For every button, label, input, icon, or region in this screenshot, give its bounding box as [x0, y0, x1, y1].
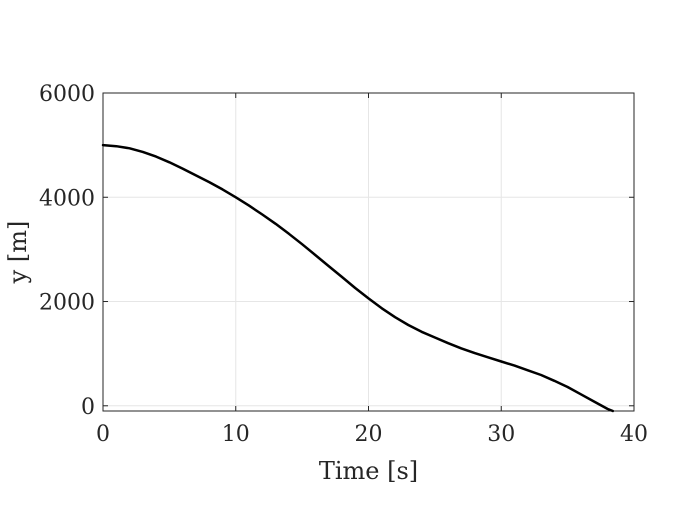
x-tick-label: 0 — [96, 422, 110, 447]
x-tick-label: 10 — [222, 422, 250, 447]
x-tick-label: 20 — [355, 422, 383, 447]
x-tick-label: 30 — [487, 422, 515, 447]
grid — [102, 92, 635, 411]
y-tick-label: 0 — [81, 395, 95, 420]
series-group — [101, 143, 615, 413]
y-tick-label: 6000 — [39, 82, 95, 107]
x-axis-ticks: 0 10 20 30 40 — [96, 93, 648, 447]
y-tick-label: 4000 — [39, 186, 95, 211]
y-axis-ticks: 0 2000 4000 6000 — [39, 82, 634, 420]
x-tick-label: 40 — [620, 422, 648, 447]
series-line — [101, 143, 615, 413]
y-tick-label: 2000 — [39, 291, 95, 316]
x-axis-label: Time [s] — [319, 457, 418, 485]
y-axis-label: y [m] — [4, 221, 32, 285]
